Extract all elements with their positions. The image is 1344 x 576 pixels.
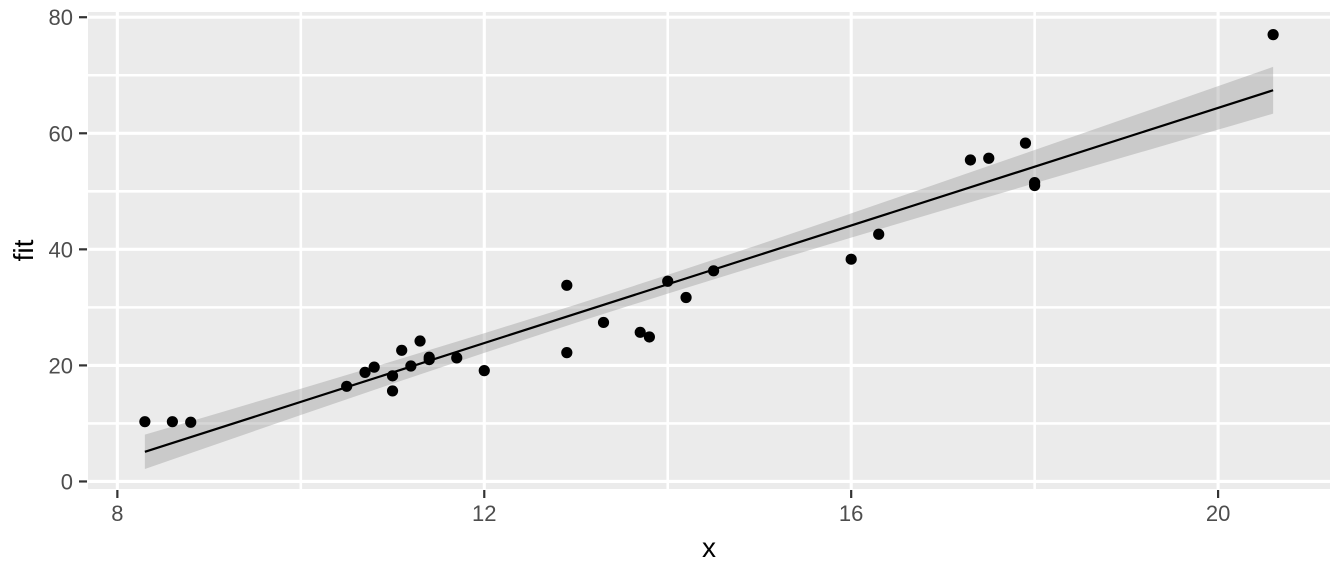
- data-point: [1267, 29, 1279, 41]
- data-point: [662, 275, 674, 287]
- y-tick-label: 60: [49, 121, 73, 146]
- x-axis-title: x: [702, 532, 716, 563]
- data-point: [561, 347, 573, 359]
- major-gridlines: [88, 12, 1330, 489]
- data-point: [185, 416, 197, 428]
- data-point: [423, 351, 435, 363]
- data-point: [451, 352, 463, 364]
- axis-tick-marks: [79, 16, 1220, 498]
- x-tick-label: 16: [839, 501, 863, 526]
- data-point: [845, 253, 857, 265]
- data-point: [873, 228, 885, 240]
- x-tick-label: 12: [472, 501, 496, 526]
- y-tick-label: 80: [49, 5, 73, 30]
- data-point: [405, 360, 417, 372]
- data-point: [414, 335, 426, 347]
- data-point: [597, 316, 610, 329]
- data-point: [386, 385, 399, 397]
- data-point: [368, 361, 380, 373]
- data-point: [386, 370, 399, 382]
- data-point: [707, 265, 720, 277]
- data-point: [643, 331, 655, 343]
- data-point: [478, 365, 490, 377]
- y-tick-label: 20: [49, 353, 73, 378]
- data-point: [561, 279, 573, 291]
- data-point: [341, 380, 353, 392]
- data-point: [1029, 179, 1041, 192]
- x-tick-label: 20: [1206, 501, 1230, 526]
- x-tick-label: 8: [111, 501, 123, 526]
- scatter-points: [139, 29, 1279, 428]
- data-point: [983, 152, 995, 164]
- data-point: [359, 366, 371, 378]
- data-point: [139, 416, 151, 428]
- data-point: [1019, 137, 1032, 149]
- axis-tick-labels: 8 12 16 20 0 20 40 60 80: [49, 5, 1231, 526]
- y-tick-label: 40: [49, 237, 73, 262]
- data-point: [964, 154, 977, 166]
- data-point: [680, 291, 692, 304]
- data-point: [396, 344, 408, 356]
- y-tick-label: 0: [61, 469, 73, 494]
- data-point: [634, 326, 646, 338]
- y-axis-title: fit: [8, 239, 39, 261]
- data-point: [166, 416, 178, 428]
